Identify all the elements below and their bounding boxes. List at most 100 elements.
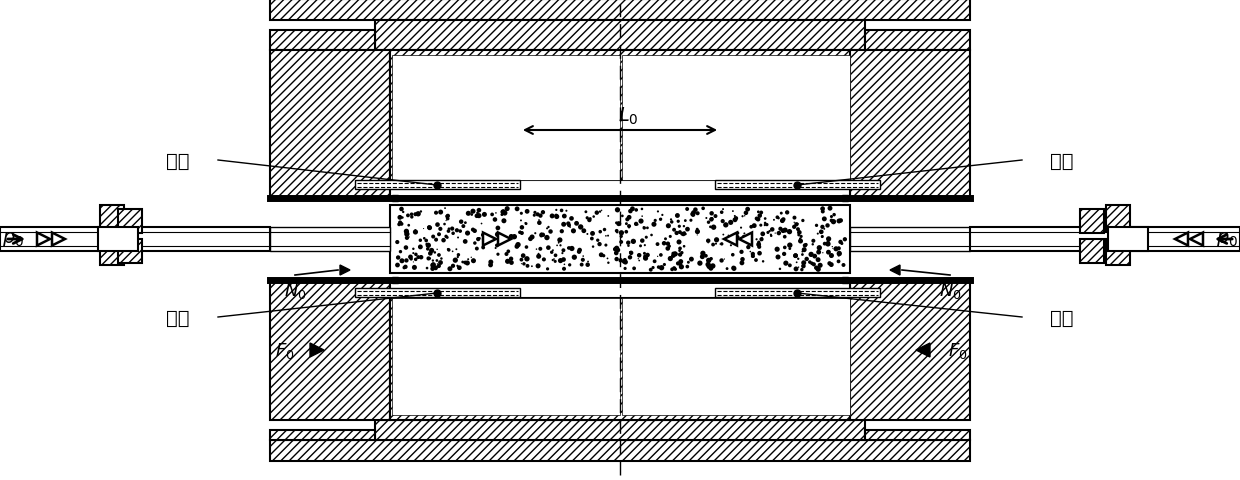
Point bbox=[606, 228, 626, 235]
Point bbox=[732, 260, 751, 267]
Point bbox=[387, 239, 407, 246]
Point bbox=[831, 239, 851, 246]
Point bbox=[392, 257, 412, 265]
Point bbox=[591, 252, 611, 259]
Point bbox=[549, 240, 569, 247]
Point bbox=[802, 241, 822, 249]
Point bbox=[611, 239, 631, 246]
Point bbox=[533, 209, 553, 216]
Point bbox=[582, 235, 601, 243]
Point bbox=[439, 247, 459, 254]
Point bbox=[427, 236, 446, 244]
Point bbox=[513, 252, 533, 260]
Point bbox=[475, 238, 495, 246]
Point bbox=[830, 217, 849, 225]
Point bbox=[417, 264, 436, 272]
Point bbox=[531, 212, 551, 220]
Point bbox=[774, 251, 794, 258]
Point bbox=[765, 230, 785, 238]
Point bbox=[734, 230, 754, 238]
Bar bbox=[1080, 240, 1104, 264]
Point bbox=[469, 236, 489, 243]
Point bbox=[786, 259, 806, 266]
Point bbox=[425, 264, 445, 272]
Point bbox=[789, 230, 808, 238]
Point bbox=[769, 215, 789, 223]
Point bbox=[532, 232, 552, 240]
Point bbox=[636, 255, 656, 263]
Point bbox=[578, 215, 598, 222]
Point bbox=[804, 238, 823, 245]
Point bbox=[494, 217, 513, 225]
Point bbox=[453, 259, 472, 266]
Point bbox=[818, 236, 838, 243]
Point bbox=[469, 207, 489, 215]
Point bbox=[553, 213, 573, 220]
Text: 关闭: 关闭 bbox=[1050, 308, 1074, 327]
Point bbox=[689, 260, 709, 267]
Point bbox=[823, 218, 843, 226]
Polygon shape bbox=[37, 233, 50, 246]
Point bbox=[670, 260, 689, 268]
Point bbox=[636, 234, 656, 241]
Point bbox=[572, 261, 591, 269]
Point bbox=[753, 230, 773, 238]
Point bbox=[749, 239, 769, 247]
Point bbox=[624, 238, 644, 246]
Bar bbox=[100, 205, 124, 231]
Bar bbox=[374, 21, 866, 51]
Point bbox=[463, 207, 482, 215]
Point bbox=[508, 241, 528, 249]
Point bbox=[474, 231, 494, 239]
Point bbox=[652, 212, 672, 219]
Point bbox=[517, 263, 537, 270]
Point bbox=[732, 249, 751, 256]
Point bbox=[467, 245, 487, 253]
Point bbox=[750, 250, 770, 258]
Point bbox=[746, 257, 766, 264]
Point bbox=[693, 205, 713, 213]
Point bbox=[723, 208, 743, 216]
Point bbox=[832, 240, 852, 248]
Point bbox=[629, 257, 649, 265]
Point bbox=[785, 219, 805, 227]
Point bbox=[672, 264, 692, 271]
Point bbox=[733, 213, 753, 221]
Polygon shape bbox=[484, 233, 496, 246]
Point bbox=[469, 212, 489, 220]
Point bbox=[789, 226, 808, 233]
Bar bbox=[866, 430, 970, 440]
Point bbox=[748, 216, 768, 224]
Point bbox=[790, 235, 810, 243]
Point bbox=[554, 261, 574, 269]
Point bbox=[665, 227, 684, 234]
Point bbox=[632, 237, 652, 245]
Point bbox=[573, 256, 593, 264]
Point bbox=[521, 236, 541, 243]
Point bbox=[388, 254, 408, 262]
Point bbox=[547, 206, 567, 214]
Point bbox=[713, 231, 733, 239]
Point bbox=[405, 228, 425, 236]
Point bbox=[771, 210, 791, 217]
Point bbox=[403, 250, 423, 257]
Point bbox=[445, 257, 465, 264]
Point bbox=[787, 220, 807, 228]
Point bbox=[487, 231, 507, 239]
Point bbox=[517, 255, 537, 263]
Point bbox=[583, 230, 603, 238]
Point bbox=[512, 260, 532, 268]
Point bbox=[419, 255, 439, 263]
Point bbox=[423, 233, 443, 241]
Point bbox=[419, 224, 439, 232]
Point bbox=[751, 236, 771, 243]
Point bbox=[574, 228, 594, 235]
Point bbox=[487, 242, 507, 250]
Point bbox=[448, 253, 467, 261]
Bar bbox=[270, 440, 970, 461]
Point bbox=[780, 228, 800, 236]
Point bbox=[817, 222, 837, 230]
Point bbox=[686, 206, 706, 214]
Text: 关闭: 关闭 bbox=[166, 308, 190, 327]
Point bbox=[620, 254, 640, 262]
